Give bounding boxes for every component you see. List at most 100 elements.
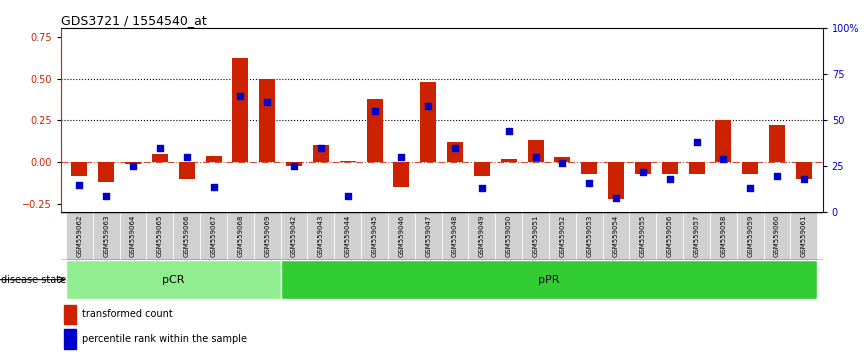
Bar: [769, 125, 785, 162]
Point: [770, 173, 784, 178]
Point: [636, 169, 650, 175]
Bar: [259, 79, 275, 162]
Bar: [522, 212, 549, 260]
Text: GSM559051: GSM559051: [533, 215, 539, 257]
Bar: [501, 159, 517, 162]
Bar: [254, 212, 281, 260]
Text: GSM559061: GSM559061: [801, 215, 807, 257]
Text: GSM559049: GSM559049: [479, 215, 485, 257]
Text: GSM559043: GSM559043: [318, 215, 324, 257]
Bar: [393, 162, 410, 187]
Text: GSM559065: GSM559065: [157, 215, 163, 257]
Bar: [603, 212, 630, 260]
Bar: [98, 162, 114, 182]
Bar: [688, 162, 705, 174]
Point: [153, 145, 167, 151]
Bar: [737, 212, 764, 260]
Point: [716, 156, 730, 162]
Bar: [173, 212, 200, 260]
Bar: [442, 212, 469, 260]
Bar: [683, 212, 710, 260]
Point: [555, 160, 569, 166]
Point: [261, 99, 275, 105]
Text: pPR: pPR: [539, 275, 559, 285]
Bar: [635, 162, 651, 174]
Point: [100, 193, 113, 199]
Point: [609, 195, 623, 200]
Text: GSM559064: GSM559064: [130, 215, 136, 257]
Point: [475, 185, 488, 191]
Text: GSM559063: GSM559063: [103, 215, 109, 257]
Bar: [281, 212, 307, 260]
Point: [341, 193, 355, 199]
Text: GSM559048: GSM559048: [452, 215, 458, 257]
Text: pCR: pCR: [162, 275, 184, 285]
Bar: [791, 212, 818, 260]
Text: GSM559054: GSM559054: [613, 215, 619, 257]
Bar: [549, 212, 576, 260]
Point: [422, 103, 436, 108]
Bar: [313, 145, 329, 162]
Text: GSM559052: GSM559052: [559, 215, 565, 257]
Point: [288, 164, 301, 169]
Text: GSM559059: GSM559059: [747, 215, 753, 257]
Point: [395, 154, 409, 160]
Bar: [764, 212, 791, 260]
Text: GSM559042: GSM559042: [291, 215, 297, 257]
Text: GSM559047: GSM559047: [425, 215, 431, 257]
Point: [797, 176, 811, 182]
Point: [501, 129, 515, 134]
Bar: [334, 212, 361, 260]
Bar: [152, 154, 168, 162]
Point: [528, 154, 542, 160]
Bar: [281, 260, 818, 299]
Text: GSM559044: GSM559044: [345, 215, 351, 257]
Bar: [66, 212, 93, 260]
Bar: [742, 162, 759, 174]
Bar: [388, 212, 415, 260]
Point: [743, 185, 757, 191]
Text: GSM559056: GSM559056: [667, 215, 673, 257]
Point: [126, 164, 140, 169]
Text: percentile rank within the sample: percentile rank within the sample: [81, 333, 247, 344]
Text: GSM559050: GSM559050: [506, 215, 512, 257]
Text: disease state: disease state: [1, 275, 66, 285]
Bar: [710, 212, 737, 260]
Bar: [715, 120, 732, 162]
Point: [582, 180, 596, 186]
Point: [448, 145, 462, 151]
Text: GDS3721 / 1554540_at: GDS3721 / 1554540_at: [61, 14, 206, 27]
Bar: [205, 155, 222, 162]
Bar: [125, 162, 141, 164]
Text: GSM559062: GSM559062: [76, 215, 82, 257]
Bar: [527, 141, 544, 162]
Bar: [796, 162, 812, 179]
Bar: [576, 212, 603, 260]
Bar: [469, 212, 495, 260]
Bar: [64, 329, 76, 348]
Text: GSM559055: GSM559055: [640, 215, 646, 257]
Bar: [93, 212, 120, 260]
Text: GSM559057: GSM559057: [694, 215, 700, 257]
Bar: [554, 157, 571, 162]
Bar: [420, 82, 436, 162]
Text: GSM559069: GSM559069: [264, 215, 270, 257]
Point: [314, 145, 328, 151]
Point: [234, 93, 248, 99]
Bar: [227, 212, 254, 260]
Bar: [339, 160, 356, 162]
Bar: [447, 142, 463, 162]
Bar: [415, 212, 442, 260]
Bar: [366, 99, 383, 162]
Bar: [232, 58, 249, 162]
Bar: [71, 162, 87, 176]
Text: transformed count: transformed count: [81, 309, 172, 319]
Bar: [581, 162, 598, 174]
Bar: [146, 212, 173, 260]
Bar: [286, 162, 302, 166]
Bar: [495, 212, 522, 260]
Bar: [66, 260, 281, 299]
Bar: [178, 162, 195, 179]
Text: GSM559068: GSM559068: [237, 215, 243, 257]
Bar: [64, 304, 76, 324]
